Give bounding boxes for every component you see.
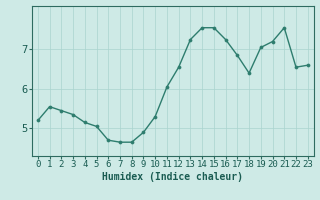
X-axis label: Humidex (Indice chaleur): Humidex (Indice chaleur) [102, 172, 243, 182]
